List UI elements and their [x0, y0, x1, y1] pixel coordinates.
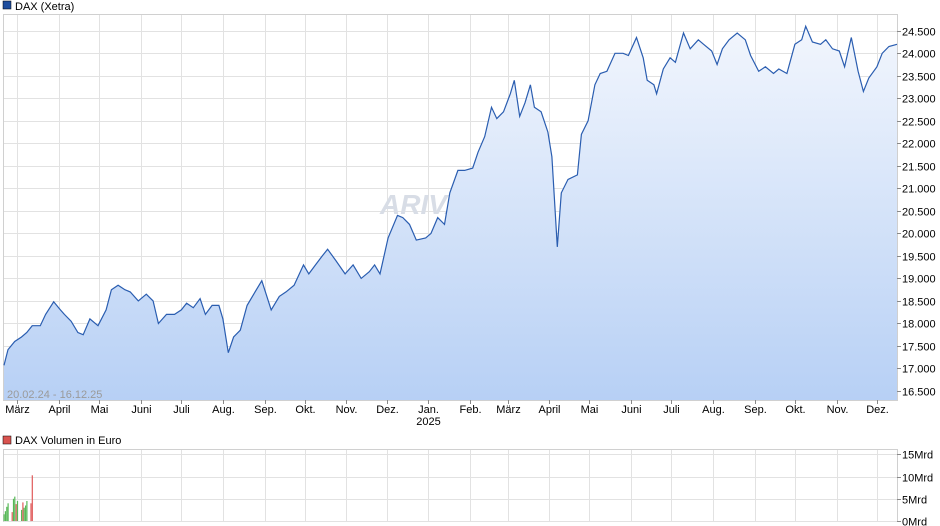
y-tick-label: 20.000	[902, 229, 936, 241]
volume-legend-label: DAX Volumen in Euro	[15, 435, 121, 447]
x-tick-label: Mai	[581, 404, 599, 416]
x-tick-label: April	[538, 404, 560, 416]
x-tick-label: Sep.	[744, 404, 767, 416]
y-tick-label: 18.000	[902, 319, 936, 331]
x-tick-label: April	[48, 404, 70, 416]
price-x-axis: März April Mai Juni Juli Aug. Sep. Okt. Nov. Dez.…	[5, 400, 889, 428]
volume-grid	[4, 450, 897, 522]
x-tick-label: Sep.	[254, 404, 277, 416]
x-tick-label: Okt.	[295, 404, 315, 416]
price-line	[3, 24, 898, 366]
price-legend: DAX (Xetra)	[2, 0, 74, 13]
price-legend-swatch	[2, 0, 12, 10]
y-tick-label: 21.500	[902, 162, 936, 174]
x-tick-label: Juli	[173, 404, 190, 416]
x-tick-label: Aug.	[702, 404, 725, 416]
volume-bar	[3, 514, 5, 521]
y-tick-label: 24.500	[902, 27, 936, 39]
volume-y-tick-label: 10Mrd	[902, 473, 933, 485]
y-tick-label: 22.000	[902, 139, 936, 151]
y-tick-label: 23.000	[902, 94, 936, 106]
y-tick-label: 17.000	[902, 364, 936, 376]
volume-bar	[7, 503, 9, 522]
x-tick-label: Juli	[663, 404, 680, 416]
x-tick-sublabel: 2025	[416, 416, 440, 428]
y-tick-label: 16.500	[902, 387, 936, 399]
volume-y-axis: 0Mrd 5Mrd 10Mrd 15Mrd	[897, 450, 933, 526]
y-tick-label: 20.500	[902, 207, 936, 219]
y-tick-label: 24.000	[902, 49, 936, 61]
date-range-label: 20.02.24 - 16.12.25	[7, 389, 102, 401]
x-tick-label: Mai	[91, 404, 109, 416]
y-tick-label: 19.500	[902, 252, 936, 264]
volume-bar	[30, 503, 32, 522]
volume-bar	[11, 512, 13, 521]
volume-bar	[16, 501, 19, 521]
y-tick-label: 21.000	[902, 184, 936, 196]
x-tick-label: Juni	[621, 404, 641, 416]
volume-y-tick-label: 5Mrd	[902, 495, 927, 507]
x-tick-label: Nov.	[336, 404, 358, 416]
volume-legend-swatch	[2, 435, 12, 445]
volume-bar	[14, 496, 16, 521]
x-tick-label: Juni	[131, 404, 151, 416]
volume-y-tick-label: 0Mrd	[902, 517, 927, 526]
volume-bar	[12, 498, 15, 521]
volume-bar	[4, 511, 6, 521]
volume-bar	[23, 507, 25, 521]
x-tick-label: Dez.	[376, 404, 399, 416]
x-tick-label: März	[496, 404, 520, 416]
volume-bars	[3, 475, 33, 522]
volume-bar	[15, 504, 17, 521]
x-tick-label: Nov.	[827, 404, 849, 416]
y-tick-label: 23.500	[902, 72, 936, 84]
volume-bar	[6, 506, 8, 521]
y-tick-label: 22.500	[902, 117, 936, 129]
volume-bar	[26, 501, 28, 521]
x-tick-label: Jan.	[418, 404, 439, 416]
price-y-axis: 16.500 17.000 17.500 18.000 18.500 19.000 19.5…	[897, 27, 936, 399]
x-tick-label: Aug.	[212, 404, 235, 416]
price-legend-label: DAX (Xetra)	[15, 1, 74, 13]
volume-legend: DAX Volumen in Euro	[2, 435, 121, 447]
volume-bar	[25, 505, 27, 521]
price-panel: ARIVA.DE 20.02.24 - 16.12.25 16.50017.00…	[3, 14, 936, 428]
volume-bar	[21, 509, 23, 521]
volume-bar	[31, 475, 33, 521]
volume-y-tick-label: 15Mrd	[902, 450, 933, 462]
volume-bar	[22, 502, 24, 521]
y-tick-label: 18.500	[902, 297, 936, 309]
x-tick-label: Feb.	[459, 404, 481, 416]
x-tick-label: Okt.	[785, 404, 805, 416]
price-area	[4, 26, 897, 401]
volume-panel: 0Mrd 5Mrd 10Mrd 15Mrd	[3, 449, 933, 526]
volume-plot-frame	[3, 449, 898, 522]
x-tick-label: März	[5, 404, 29, 416]
x-tick-label: Dez.	[866, 404, 889, 416]
y-tick-label: 19.000	[902, 274, 936, 286]
y-tick-label: 17.500	[902, 342, 936, 354]
